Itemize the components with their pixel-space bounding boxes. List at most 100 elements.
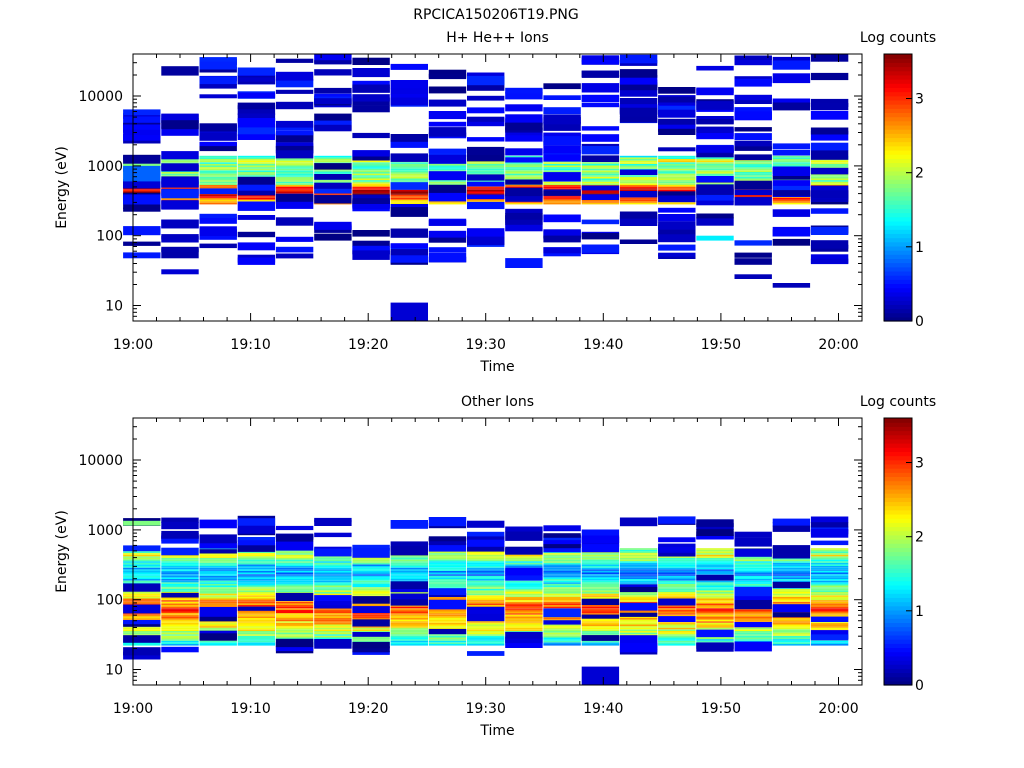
heatmap-cell <box>696 571 733 573</box>
heatmap-cell <box>696 630 733 638</box>
heatmap-cell <box>123 563 160 565</box>
heatmap-cell <box>773 594 810 596</box>
heatmap-cell <box>735 560 772 562</box>
panel-title: H+ He++ Ions <box>446 30 549 46</box>
panel-1: 1010010001000019:00 19:10 19:20 19:30 19:40 1… <box>54 30 936 375</box>
heatmap-cell <box>276 633 313 635</box>
heatmap-cell <box>352 180 389 182</box>
heatmap-cell <box>123 577 160 579</box>
heatmap-cell <box>620 185 657 187</box>
heatmap-cell <box>543 589 580 591</box>
colorbar: 0123Log counts <box>860 394 936 694</box>
heatmap-cell <box>467 579 504 581</box>
heatmap-cell <box>467 577 504 579</box>
heatmap-cell <box>238 597 275 599</box>
heatmap-cell <box>620 599 657 601</box>
heatmap-cell <box>543 164 580 166</box>
heatmap-cell <box>161 179 198 188</box>
heatmap-cell <box>429 167 466 169</box>
heatmap-cell <box>314 577 351 579</box>
heatmap-cell <box>735 133 772 140</box>
heatmap-cell <box>467 193 504 195</box>
heatmap-cell <box>238 202 275 211</box>
colorbar-swatch <box>884 564 912 569</box>
colorbar-tick-label: 1 <box>915 240 924 256</box>
heatmap-cell <box>276 628 313 630</box>
heatmap-cell <box>200 597 237 599</box>
heatmap-cell <box>735 639 772 641</box>
heatmap-cell <box>658 179 695 181</box>
heatmap-cell <box>543 581 580 583</box>
heatmap-cell <box>811 582 848 584</box>
heatmap-cell <box>696 639 733 641</box>
heatmap-cell <box>735 620 772 622</box>
heatmap-cell <box>200 571 237 573</box>
heatmap-cell <box>658 582 695 584</box>
heatmap-cell <box>391 592 428 594</box>
heatmap-cell <box>123 566 160 568</box>
heatmap-cell <box>276 618 313 620</box>
heatmap-cell <box>200 159 237 161</box>
heatmap-cell <box>735 274 772 279</box>
heatmap-cell <box>467 629 504 631</box>
heatmap-cell <box>696 551 733 553</box>
heatmap-cell <box>123 109 160 115</box>
heatmap-cell <box>391 626 428 628</box>
heatmap-cell <box>620 623 657 625</box>
heatmap-cell <box>467 564 504 566</box>
heatmap-cell <box>391 195 428 197</box>
heatmap-cell <box>696 641 733 643</box>
colorbar-swatch <box>884 635 912 640</box>
colorbar-swatch <box>884 92 912 97</box>
heatmap-cell <box>582 182 619 184</box>
heatmap-cell <box>620 218 657 226</box>
heatmap-cell <box>582 561 619 563</box>
heatmap-cell <box>314 98 351 104</box>
heatmap-cell <box>620 200 657 202</box>
heatmap-cell <box>467 563 504 565</box>
heatmap-cell <box>314 564 351 566</box>
heatmap-cell <box>543 146 580 154</box>
heatmap-cell <box>620 179 657 181</box>
heatmap-cell <box>735 197 772 205</box>
heatmap-cell <box>773 203 810 205</box>
heatmap-cell <box>543 568 580 570</box>
heatmap-cell <box>352 576 389 578</box>
heatmap-cell <box>429 231 466 238</box>
heatmap-cell <box>658 639 695 641</box>
heatmap-cell <box>123 556 160 558</box>
heatmap-cell <box>314 594 351 596</box>
heatmap-cell <box>314 601 351 605</box>
heatmap-cell <box>161 634 198 636</box>
heatmap-cell <box>696 170 733 172</box>
heatmap-cell <box>276 187 313 189</box>
heatmap-cell <box>200 642 237 644</box>
heatmap-cell <box>735 537 772 546</box>
heatmap-cell <box>467 586 504 588</box>
heatmap-cell <box>352 642 389 649</box>
heatmap-cell <box>773 563 810 565</box>
heatmap-cell <box>238 258 275 265</box>
heatmap-cell <box>429 568 466 570</box>
heatmap-cell <box>582 584 619 586</box>
heatmap-cell <box>505 623 542 625</box>
heatmap-cell <box>467 187 504 189</box>
heatmap-cell <box>811 594 848 596</box>
heatmap-cell <box>276 182 313 184</box>
heatmap-cell <box>391 174 428 176</box>
heatmap-cell <box>582 587 619 589</box>
heatmap-cell <box>467 571 504 573</box>
heatmap-cell <box>352 198 389 204</box>
heatmap-cell <box>238 103 275 110</box>
heatmap-cell <box>200 177 237 179</box>
heatmap-cell <box>658 566 695 568</box>
heatmap-cell <box>391 207 428 217</box>
heatmap-cell <box>276 169 313 171</box>
heatmap-cell <box>200 586 237 588</box>
heatmap-cell <box>582 174 619 176</box>
heatmap-cell <box>696 172 733 174</box>
heatmap-cell <box>352 167 389 169</box>
heatmap-cell <box>238 185 275 191</box>
heatmap-cell <box>123 561 160 563</box>
heatmap-cell <box>123 568 160 570</box>
